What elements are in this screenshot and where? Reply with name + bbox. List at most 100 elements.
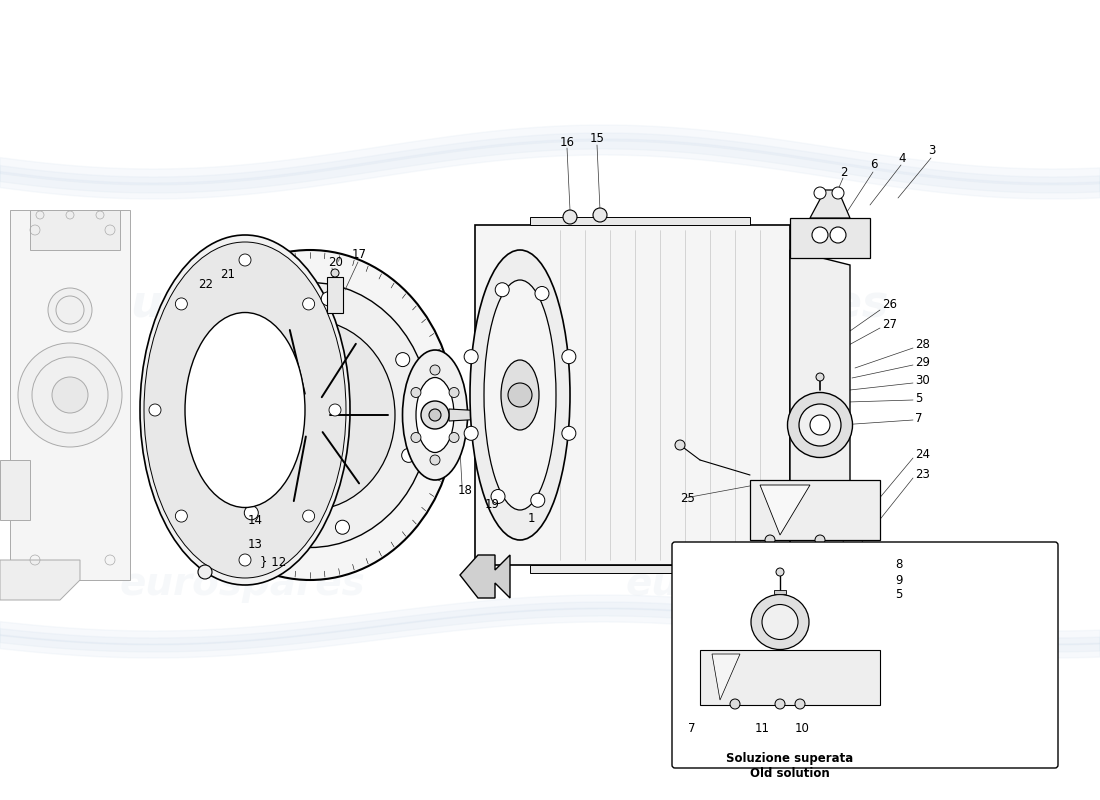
Text: 28: 28 — [915, 338, 930, 351]
Circle shape — [52, 377, 88, 413]
Circle shape — [491, 490, 505, 503]
Text: 23: 23 — [915, 469, 930, 482]
Polygon shape — [475, 225, 790, 565]
Ellipse shape — [294, 397, 326, 433]
Circle shape — [814, 187, 826, 199]
Ellipse shape — [788, 393, 853, 458]
Text: 11: 11 — [755, 722, 770, 734]
Circle shape — [832, 187, 844, 199]
Text: 15: 15 — [590, 131, 605, 145]
Circle shape — [764, 535, 776, 545]
Circle shape — [531, 494, 544, 507]
Circle shape — [331, 269, 339, 277]
Polygon shape — [449, 409, 485, 421]
Ellipse shape — [500, 360, 539, 430]
Circle shape — [233, 320, 246, 334]
Circle shape — [535, 286, 549, 301]
Polygon shape — [530, 217, 750, 225]
Text: 17: 17 — [352, 249, 367, 262]
Circle shape — [449, 433, 459, 442]
Circle shape — [508, 383, 532, 407]
Ellipse shape — [144, 242, 346, 578]
Polygon shape — [460, 555, 510, 598]
Polygon shape — [10, 210, 130, 580]
Circle shape — [812, 227, 828, 243]
Text: 30: 30 — [915, 374, 930, 386]
Circle shape — [402, 448, 416, 462]
Ellipse shape — [762, 605, 798, 639]
Circle shape — [421, 401, 449, 429]
Text: 20: 20 — [328, 255, 343, 269]
Circle shape — [244, 506, 258, 520]
Text: 22: 22 — [198, 278, 213, 291]
Circle shape — [239, 254, 251, 266]
Circle shape — [329, 404, 341, 416]
Circle shape — [429, 409, 441, 421]
Circle shape — [148, 404, 161, 416]
Text: 18: 18 — [458, 483, 473, 497]
Circle shape — [411, 433, 421, 442]
Text: } 12: } 12 — [260, 555, 286, 569]
Text: eurospares: eurospares — [101, 282, 383, 326]
Ellipse shape — [470, 250, 570, 540]
Circle shape — [830, 227, 846, 243]
Circle shape — [198, 416, 212, 430]
Circle shape — [239, 554, 251, 566]
Circle shape — [18, 343, 122, 447]
Circle shape — [563, 210, 578, 224]
Circle shape — [815, 535, 825, 545]
Text: 4: 4 — [898, 151, 905, 165]
Ellipse shape — [403, 350, 467, 480]
Text: 21: 21 — [220, 269, 235, 282]
Polygon shape — [712, 654, 740, 700]
Text: 24: 24 — [915, 449, 930, 462]
Circle shape — [816, 373, 824, 381]
Circle shape — [464, 350, 478, 364]
Circle shape — [495, 282, 509, 297]
Polygon shape — [750, 480, 880, 540]
Polygon shape — [790, 250, 850, 540]
Polygon shape — [810, 190, 850, 218]
Text: eurospares: eurospares — [607, 282, 889, 326]
Circle shape — [321, 292, 336, 306]
Circle shape — [198, 565, 212, 579]
Circle shape — [396, 353, 409, 366]
Circle shape — [562, 350, 576, 364]
Polygon shape — [327, 277, 343, 313]
Polygon shape — [790, 218, 870, 258]
Polygon shape — [760, 485, 810, 535]
Ellipse shape — [416, 378, 454, 453]
FancyBboxPatch shape — [672, 542, 1058, 768]
Text: 2: 2 — [840, 166, 847, 178]
Text: 3: 3 — [928, 143, 935, 157]
Ellipse shape — [185, 313, 305, 507]
Polygon shape — [30, 210, 120, 250]
Text: 5: 5 — [895, 589, 902, 602]
Circle shape — [675, 440, 685, 450]
Text: 5: 5 — [915, 391, 923, 405]
Polygon shape — [0, 560, 80, 600]
Text: 6: 6 — [870, 158, 878, 171]
Circle shape — [175, 298, 187, 310]
Text: 13: 13 — [248, 538, 263, 551]
Ellipse shape — [751, 594, 808, 650]
Circle shape — [430, 365, 440, 375]
Circle shape — [175, 510, 187, 522]
Circle shape — [48, 288, 92, 332]
Ellipse shape — [226, 320, 395, 510]
Circle shape — [776, 699, 785, 709]
Circle shape — [776, 568, 784, 576]
Text: eurospares: eurospares — [625, 565, 871, 603]
Ellipse shape — [275, 375, 345, 455]
Text: 26: 26 — [882, 298, 896, 311]
Text: 7: 7 — [915, 411, 923, 425]
Circle shape — [795, 699, 805, 709]
Text: 25: 25 — [680, 491, 695, 505]
Text: 19: 19 — [485, 498, 501, 511]
Ellipse shape — [140, 235, 350, 585]
Circle shape — [730, 699, 740, 709]
Ellipse shape — [190, 282, 430, 547]
Circle shape — [336, 520, 350, 534]
Circle shape — [816, 559, 824, 567]
Circle shape — [593, 208, 607, 222]
